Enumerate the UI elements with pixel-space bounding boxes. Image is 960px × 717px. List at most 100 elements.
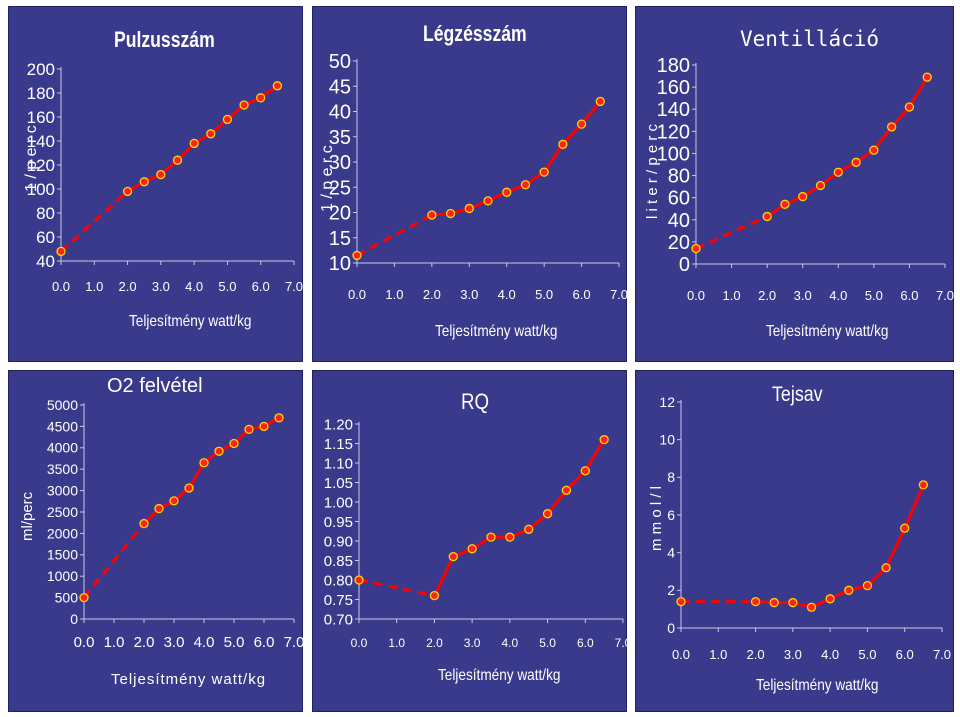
y-tick-label: 2: [667, 582, 675, 598]
y-tick-label: 4: [667, 545, 675, 561]
data-point: [558, 139, 568, 149]
series-line: [431, 100, 602, 217]
data-point: [274, 413, 284, 423]
y-tick-label: 20: [329, 203, 351, 225]
data-point: [806, 602, 817, 612]
x-tick-label: 1.0: [388, 636, 405, 650]
y-tick-label: 60: [668, 188, 690, 210]
x-tick-label: 6.0: [577, 636, 594, 650]
data-point: [599, 434, 609, 445]
x-tick-label: 7.0: [285, 279, 303, 294]
data-point: [904, 102, 915, 112]
data-point: [881, 563, 891, 573]
x-tick-label: 4.0: [821, 647, 839, 662]
chart-panel-ventillacio: Ventilláció l i t e r / p e r c Teljesít…: [635, 6, 954, 362]
data-point: [922, 72, 932, 82]
data-point: [229, 438, 239, 449]
y-tick-label: 140: [27, 132, 55, 151]
data-point: [869, 145, 879, 155]
x-tick-label: 3.0: [152, 279, 170, 294]
data-point: [256, 93, 266, 103]
x-axis-label: Teljesítmény watt/kg: [438, 667, 561, 684]
data-point: [429, 590, 440, 601]
data-point: [156, 169, 166, 180]
data-point: [900, 523, 910, 533]
x-tick-label: 6.0: [252, 279, 270, 294]
y-tick-label: 20: [668, 232, 690, 254]
data-point: [851, 157, 861, 167]
data-point: [825, 594, 835, 604]
y-tick-label: 0: [679, 254, 690, 276]
x-tick-label: 2.0: [423, 287, 441, 302]
x-tick-label: 5.0: [224, 634, 245, 651]
x-tick-label: 7.0: [284, 634, 305, 651]
x-axis-label: Teljesítmény watt/kg: [435, 323, 558, 340]
series-dashed-segment: [59, 190, 129, 253]
series-line: [766, 76, 929, 218]
x-tick-label: 7.0: [933, 647, 951, 662]
x-axis-label: Teljesítmény watt/kg: [756, 677, 879, 694]
data-point: [524, 524, 534, 534]
data-point: [780, 199, 790, 209]
y-tick-label: 1.10: [324, 455, 353, 472]
x-tick-label: 5.0: [865, 288, 883, 303]
data-point: [222, 114, 233, 125]
data-point: [769, 597, 779, 608]
x-tick-label: 0.0: [351, 636, 368, 650]
data-point: [542, 509, 553, 519]
data-point: [539, 167, 549, 177]
data-point: [184, 483, 194, 493]
data-point: [154, 503, 164, 514]
x-tick-label: 6.0: [896, 647, 914, 662]
chart-title: Légzésszám: [423, 21, 527, 46]
data-point: [427, 210, 437, 220]
data-point: [833, 167, 843, 177]
y-tick-label: 0: [70, 611, 78, 627]
x-tick-label: 5.0: [535, 287, 553, 302]
y-tick-label: 1.00: [324, 494, 353, 511]
x-tick-label: 5.0: [858, 647, 876, 662]
x-tick-label: 2.0: [758, 288, 776, 303]
x-tick-label: 1.0: [723, 288, 741, 303]
data-point: [272, 81, 283, 91]
chart-title: O2 felvétel: [107, 375, 203, 397]
y-tick-label: 100: [27, 180, 55, 199]
data-point: [844, 585, 854, 595]
series-line: [755, 484, 925, 609]
y-tick-label: 4500: [47, 418, 78, 434]
y-tick-label: 120: [27, 156, 55, 175]
data-point: [259, 421, 269, 432]
y-tick-label: 1.05: [324, 475, 353, 492]
x-tick-label: 3.0: [784, 647, 802, 662]
y-tick-label: 500: [55, 590, 79, 606]
series-dashed-segment: [82, 522, 146, 599]
x-tick-label: 7.0: [610, 287, 628, 302]
chart-panel-legzes: Légzésszám 1 / p e r c Teljesítmény watt…: [312, 6, 628, 362]
y-tick-label: 0: [667, 620, 675, 636]
chart-title: Tejsav: [772, 383, 823, 406]
data-point: [762, 211, 772, 222]
y-tick-label: 1.20: [324, 416, 353, 433]
y-tick-label: 40: [36, 252, 55, 271]
x-tick-label: 0.0: [672, 647, 690, 662]
x-tick-label: 2.0: [747, 647, 765, 662]
x-tick-label: 4.0: [502, 636, 519, 650]
data-point: [172, 155, 183, 165]
y-tick-label: 50: [329, 51, 351, 73]
y-tick-label: 60: [36, 228, 55, 247]
y-tick-label: 3500: [47, 461, 78, 477]
data-point: [580, 466, 590, 476]
data-point: [505, 532, 515, 542]
y-tick-label: 0.70: [324, 611, 353, 628]
data-point: [798, 191, 808, 202]
y-tick-label: 8: [667, 469, 675, 485]
data-point: [595, 96, 605, 107]
x-tick-label: 0.0: [687, 288, 705, 303]
y-tick-label: 120: [657, 121, 690, 143]
x-tick-label: 6.0: [573, 287, 591, 302]
chart-plot: 0.70 0.75 0.80 0.85 0.90 0.95 1.00 1.05 1.10 1.15…: [324, 416, 632, 650]
series-line: [126, 84, 279, 193]
data-point: [199, 458, 209, 468]
data-point: [445, 208, 456, 219]
